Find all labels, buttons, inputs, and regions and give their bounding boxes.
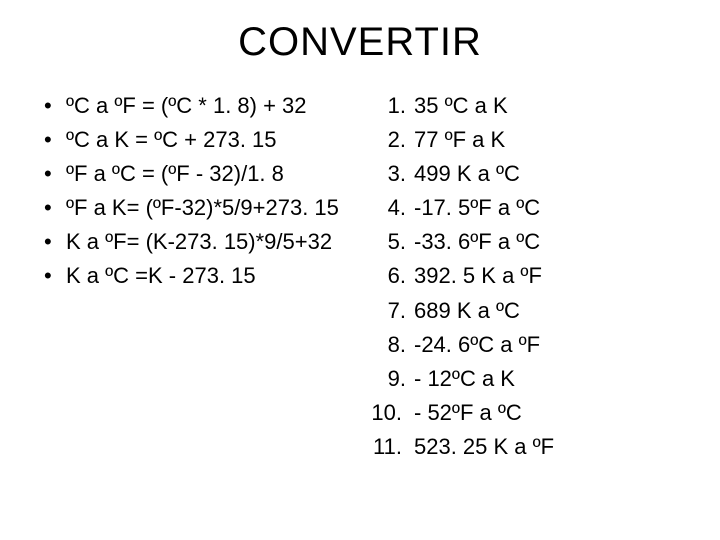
exercise-text: 689 K a ºC <box>414 298 520 323</box>
exercises-column: 1.35 ºC a K 2.77 ºF a K 3.499 K a ºC 4.-… <box>370 89 680 464</box>
item-number: 7. <box>370 294 406 328</box>
exercise-text: 35 ºC a K <box>414 93 508 118</box>
list-item: K a ºF= (K-273. 15)*9/5+32 <box>40 225 360 259</box>
page-title: CONVERTIR <box>40 20 680 65</box>
list-item: ºF a K= (ºF-32)*5/9+273. 15 <box>40 191 360 225</box>
list-item: 11. 523. 25 K a ºF <box>370 430 680 464</box>
formula-text: K a ºC =K - 273. 15 <box>66 263 256 288</box>
formula-text: K a ºF= (K-273. 15)*9/5+32 <box>66 229 332 254</box>
list-item: 1. 35 ºC a K <box>370 89 680 123</box>
item-number: 10. <box>370 396 402 430</box>
exercise-text: -33. 6ºF a ºC <box>414 229 540 254</box>
exercise-text: - 12ºC a K <box>414 366 515 391</box>
exercise-text: -17. 5ºF a ºC <box>414 195 540 220</box>
item-number: 9. <box>370 362 406 396</box>
list-item: 6. 392. 5 K a ºF <box>370 259 680 293</box>
content-columns: ºC a ºF = (ºC * 1. 8) + 32 ºC a K = ºC +… <box>40 89 680 464</box>
formula-text: ºF a ºC = (ºF - 32)/1. 8 <box>66 161 284 186</box>
exercise-text: 499 K a ºC <box>414 161 520 186</box>
formula-list: ºC a ºF = (ºC * 1. 8) + 32 ºC a K = ºC +… <box>40 89 360 294</box>
item-number: 6. <box>370 259 406 293</box>
exercise-text: - 52ºF a ºC <box>414 400 522 425</box>
formulas-column: ºC a ºF = (ºC * 1. 8) + 32 ºC a K = ºC +… <box>40 89 360 464</box>
list-item: 3. 499 K a ºC <box>370 157 680 191</box>
exercise-text: 77 ºF a K <box>414 127 505 152</box>
list-item: 5. -33. 6ºF a ºC <box>370 225 680 259</box>
list-item: 8. -24. 6ºC a ºF <box>370 328 680 362</box>
exercise-list: 1.35 ºC a K 2.77 ºF a K 3.499 K a ºC 4.-… <box>370 89 680 464</box>
item-number: 3. <box>370 157 406 191</box>
exercise-text: 523. 25 K a ºF <box>414 434 554 459</box>
list-item: ºC a K = ºC + 273. 15 <box>40 123 360 157</box>
exercise-text: -24. 6ºC a ºF <box>414 332 540 357</box>
formula-text: ºC a ºF = (ºC * 1. 8) + 32 <box>66 93 307 118</box>
list-item: ºF a ºC = (ºF - 32)/1. 8 <box>40 157 360 191</box>
item-number: 8. <box>370 328 406 362</box>
list-item: 2. 77 ºF a K <box>370 123 680 157</box>
list-item: ºC a ºF = (ºC * 1. 8) + 32 <box>40 89 360 123</box>
formula-text: ºC a K = ºC + 273. 15 <box>66 127 277 152</box>
item-number: 5. <box>370 225 406 259</box>
list-item: K a ºC =K - 273. 15 <box>40 259 360 293</box>
item-number: 1. <box>370 89 406 123</box>
item-number: 4. <box>370 191 406 225</box>
exercise-text: 392. 5 K a ºF <box>414 263 542 288</box>
list-item: 7. 689 K a ºC <box>370 294 680 328</box>
item-number: 2. <box>370 123 406 157</box>
list-item: 9. - 12ºC a K <box>370 362 680 396</box>
formula-text: ºF a K= (ºF-32)*5/9+273. 15 <box>66 195 339 220</box>
list-item: 10. - 52ºF a ºC <box>370 396 680 430</box>
item-number: 11. <box>370 430 402 464</box>
list-item: 4. -17. 5ºF a ºC <box>370 191 680 225</box>
